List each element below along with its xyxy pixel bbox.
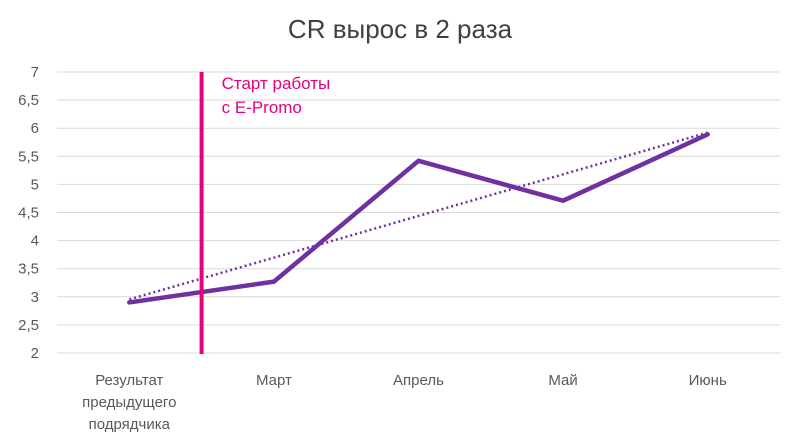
y-tick-label: 3 bbox=[31, 289, 39, 306]
x-category-label: Апрель bbox=[393, 372, 444, 389]
x-axis-categories: Результат предыдущего подрядчика Март Апрель… bbox=[82, 372, 727, 433]
series-line bbox=[127, 132, 710, 305]
start-annotation: Старт работы bbox=[222, 74, 331, 93]
y-tick-label: 2 bbox=[31, 345, 39, 362]
x-category-label: Май bbox=[548, 372, 577, 389]
y-tick-label: 4,5 bbox=[18, 205, 39, 222]
trendline bbox=[128, 131, 709, 301]
series-layer bbox=[127, 132, 710, 305]
y-axis-ticks: 2 2,5 3 3,5 4 4,5 5 5,5 6 6,5 7 bbox=[18, 64, 39, 362]
y-tick-label: 5,5 bbox=[18, 148, 39, 165]
y-tick-label: 2,5 bbox=[18, 317, 39, 334]
y-tick-label: 4 bbox=[31, 233, 39, 250]
start-marker-layer: Старт работы с E-Promo bbox=[199, 72, 331, 354]
start-annotation: с E-Promo bbox=[222, 98, 302, 117]
y-tick-label: 7 bbox=[31, 64, 39, 81]
y-tick-label: 5 bbox=[31, 176, 39, 193]
y-tick-label: 3,5 bbox=[18, 261, 39, 278]
trendline-layer bbox=[128, 131, 709, 301]
x-category-label: Март bbox=[256, 372, 292, 389]
chart-title: CR вырос в 2 раза bbox=[287, 14, 513, 44]
x-category-label: Результат предыдущего подрядчика bbox=[82, 372, 176, 433]
x-category-label: Июнь bbox=[689, 372, 727, 389]
y-tick-label: 6 bbox=[31, 120, 39, 137]
gridlines bbox=[57, 71, 780, 354]
y-tick-label: 6,5 bbox=[18, 92, 39, 109]
